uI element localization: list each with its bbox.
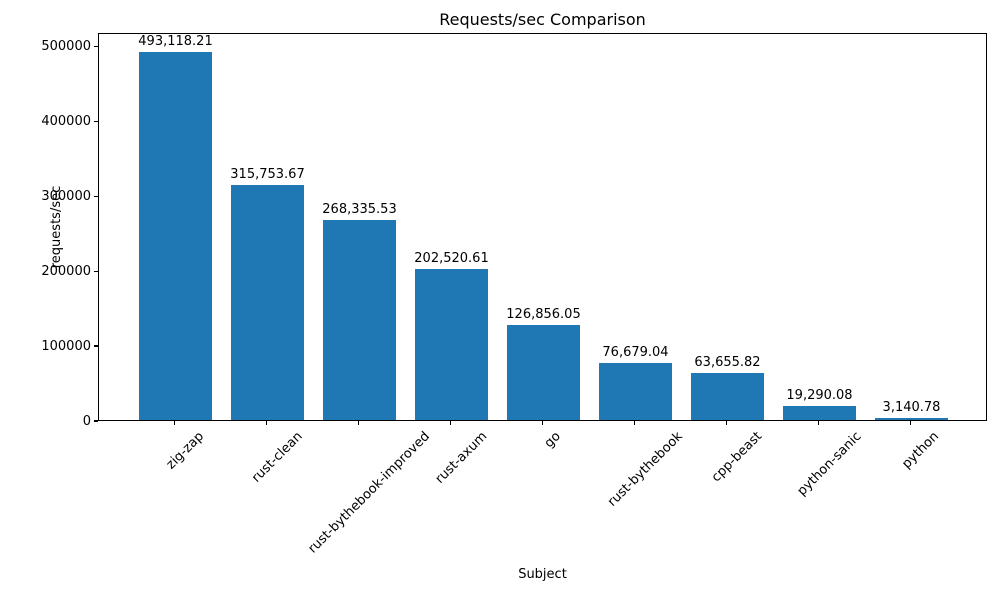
bar-value-label: 19,290.08 (786, 387, 853, 403)
x-tick-label: rust-clean (248, 429, 306, 486)
bar (415, 269, 488, 420)
x-tick-mark (633, 421, 636, 425)
y-tick-label: 0 (82, 413, 91, 429)
bar-value-label: 268,335.53 (322, 201, 397, 217)
bar (323, 219, 396, 420)
bar (507, 325, 580, 420)
x-axis-label: Subject (518, 567, 567, 582)
x-tick-mark (173, 421, 176, 425)
bar (783, 405, 856, 420)
y-tick-label: 200000 (41, 263, 91, 279)
x-tick-label: cpp-beast (708, 429, 766, 486)
y-tick-mark (94, 195, 98, 197)
bar-value-label: 315,753.67 (230, 166, 305, 182)
chart-title: Requests/sec Comparison (439, 10, 646, 29)
y-tick-label: 300000 (41, 188, 91, 204)
bar-value-label: 3,140.78 (882, 399, 941, 415)
x-tick-label: rust-bythebook (604, 429, 686, 510)
x-tick-mark (541, 421, 544, 425)
y-tick-label: 100000 (41, 338, 91, 354)
y-tick-mark (94, 270, 98, 272)
y-tick-mark (94, 345, 98, 347)
x-tick-label: python-sanic (794, 429, 865, 499)
x-tick-mark (725, 421, 728, 425)
x-tick-label: rust-axum (432, 429, 491, 487)
bar (599, 362, 672, 420)
bar-value-label: 202,520.61 (414, 251, 489, 267)
x-tick-label: zig-zap (163, 429, 207, 473)
x-tick-mark (909, 421, 912, 425)
y-axis-label: requests/sec (49, 185, 64, 269)
y-tick-label: 500000 (41, 38, 91, 54)
bar-value-label: 493,118.21 (138, 34, 213, 50)
x-tick-label: python (899, 429, 943, 472)
y-tick-label: 400000 (41, 113, 91, 129)
y-tick-mark (94, 120, 98, 122)
y-tick-mark (94, 45, 98, 47)
x-tick-mark (265, 421, 268, 425)
x-tick-mark (357, 421, 360, 425)
bar (139, 52, 212, 420)
x-tick-mark (817, 421, 820, 425)
x-tick-label: rust-bythebook-improved (305, 429, 433, 557)
bar (691, 372, 764, 420)
y-tick-mark (94, 420, 98, 422)
bar-value-label: 76,679.04 (602, 344, 669, 360)
bar (231, 184, 304, 420)
x-tick-label: go (541, 429, 565, 452)
bar-value-label: 63,655.82 (694, 354, 761, 370)
plot-area: 493,118.21 315,753.67 268,335.53 202,520.61… (98, 33, 987, 421)
x-tick-mark (449, 421, 452, 425)
bar-value-label: 126,856.05 (506, 307, 581, 323)
bar (875, 417, 948, 420)
